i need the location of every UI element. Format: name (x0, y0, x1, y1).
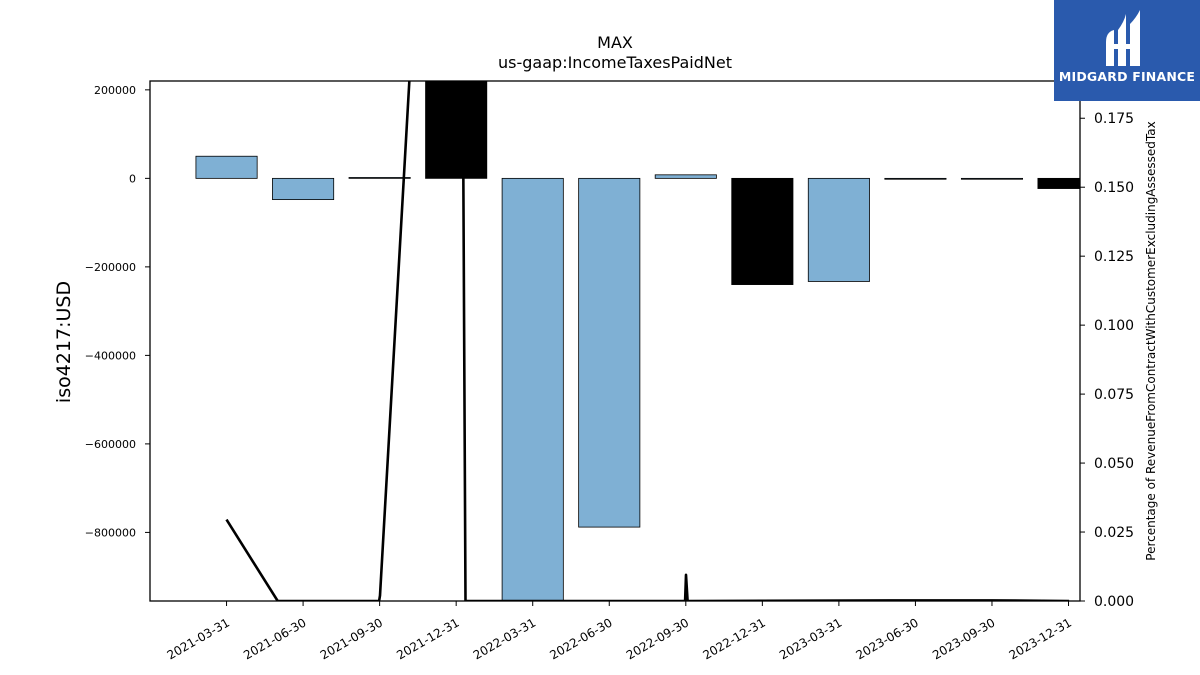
bar-2022-03-31 (501, 177, 564, 601)
y2-axis-label: Percentage of RevenueFromContractWithCus… (1144, 121, 1158, 560)
y-axis-label: iso4217:USD (53, 281, 75, 403)
y2-tick-label: 0.150 (1094, 180, 1134, 196)
y-tick-label: −600000 (85, 438, 136, 451)
bar-2023-06-30 (884, 177, 947, 180)
bar-2023-09-30 (960, 177, 1023, 180)
chart-title: MAX (597, 33, 633, 52)
y-tick-label: 200000 (94, 84, 136, 97)
x-tick-label: 2021-12-31 (394, 615, 461, 662)
chart-subtitle: us-gaap:IncomeTaxesPaidNet (498, 53, 732, 72)
x-tick-label: 2022-03-31 (471, 615, 538, 662)
bar-2021-12-31 (425, 81, 488, 179)
bar-2022-06-30 (578, 177, 641, 528)
y2-tick-label: 0.125 (1094, 249, 1134, 265)
x-tick-label: 2023-06-30 (854, 615, 921, 662)
x-tick-label: 2023-03-31 (777, 615, 844, 662)
y2-tick-label: 0.050 (1094, 456, 1134, 472)
bar-2021-09-30 (348, 177, 411, 179)
y2-tick-label: 0.025 (1094, 525, 1134, 541)
plot-frame (149, 80, 1081, 602)
y2-tick-label: 0.075 (1094, 387, 1134, 403)
bar-2021-06-30 (272, 177, 335, 201)
y2-tick-label: 0.175 (1094, 111, 1134, 127)
x-tick-label: 2021-06-30 (241, 615, 308, 662)
x-tick-label: 2022-09-30 (624, 615, 691, 662)
x-tick-label: 2023-12-31 (1007, 615, 1074, 662)
bar-2022-12-31 (731, 177, 794, 285)
y-tick-label: 0 (129, 172, 136, 185)
x-tick-label: 2021-09-30 (318, 615, 385, 662)
y2-tick-label: 0.000 (1094, 594, 1134, 610)
midgard-logo-icon (1106, 10, 1140, 66)
bar-2023-03-31 (807, 177, 870, 282)
y-tick-label: −800000 (85, 526, 136, 539)
bar-2021-03-31 (195, 155, 258, 179)
logo-name: MIDGARD FINANCE (1058, 69, 1196, 84)
x-tick-label: 2022-12-31 (700, 615, 767, 662)
x-tick-label: 2021-03-31 (165, 615, 232, 662)
x-tick-label: 2023-09-30 (930, 615, 997, 662)
y-tick-label: −200000 (85, 261, 136, 274)
y2-tick-label: 0.100 (1094, 318, 1134, 334)
bar-2022-09-30 (654, 174, 717, 179)
y-tick-label: −400000 (85, 349, 136, 362)
company-logo: MIDGARD FINANCE (1054, 0, 1200, 101)
line-series (225, 81, 1070, 601)
bar-2023-12-31 (1037, 177, 1080, 189)
x-tick-label: 2022-06-30 (547, 615, 614, 662)
